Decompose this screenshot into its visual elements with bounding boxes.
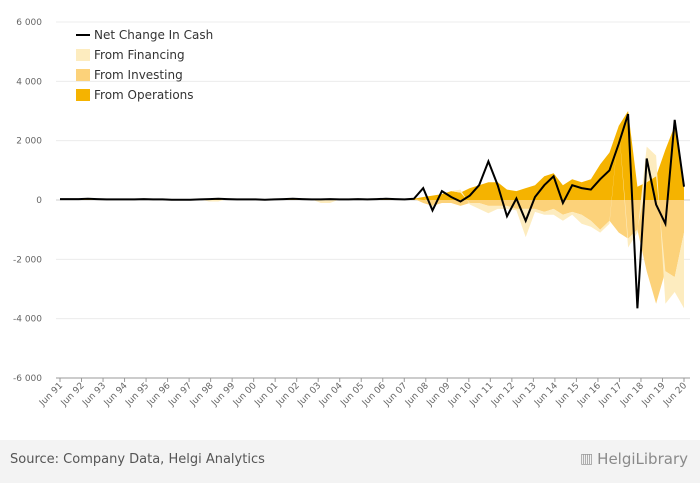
x-tick-label: Jun 13 xyxy=(511,381,539,409)
x-tick-label: Jun 14 xyxy=(532,381,560,409)
x-tick-label: Jun 08 xyxy=(403,381,431,409)
legend-label: From Financing xyxy=(94,48,185,62)
footer: Source: Company Data, Helgi Analytics ▥ … xyxy=(0,440,700,483)
y-axis: 6 000 4 000 2 000 0 -2 000 -4 000 -6 000 xyxy=(13,18,42,384)
x-tick-label: Jun 96 xyxy=(145,381,173,409)
y-tick-label: -6 000 xyxy=(13,374,42,384)
legend-swatch xyxy=(76,89,90,101)
x-tick-label: Jun 99 xyxy=(209,381,237,409)
x-tick-label: Jun 09 xyxy=(425,381,453,409)
net-change-line xyxy=(60,113,685,309)
legend: Net Change In Cash From Financing From Inv… xyxy=(76,28,213,102)
x-tick-label: Jun 95 xyxy=(123,381,151,409)
y-tick-label: 2 000 xyxy=(16,137,42,147)
x-tick-label: Jun 00 xyxy=(231,381,259,409)
library-icon: ▥ xyxy=(579,451,594,467)
y-tick-label: 4 000 xyxy=(16,77,42,87)
x-tick-label: Jun 92 xyxy=(59,381,87,409)
x-tick-label: Jun 94 xyxy=(102,381,130,409)
legend-label: Net Change In Cash xyxy=(94,28,213,42)
logo-text: HelgiLibrary xyxy=(597,450,688,468)
helgi-library-logo[interactable]: ▥ HelgiLibrary xyxy=(580,450,688,468)
net-change-in-cash-line xyxy=(60,113,685,309)
x-tick-label: Jun 05 xyxy=(339,381,367,409)
x-tick-label: Jun 12 xyxy=(489,381,517,409)
from-investing-area xyxy=(60,198,684,304)
x-tick-label: Jun 15 xyxy=(554,381,582,409)
data-areas xyxy=(60,111,684,309)
x-tick-label: Jun 06 xyxy=(360,381,388,409)
x-tick-label: Jun 93 xyxy=(80,381,108,409)
x-tick-label: Jun 02 xyxy=(274,381,302,409)
x-tick-label: Jun 01 xyxy=(252,381,280,409)
legend-swatch xyxy=(76,69,90,81)
legend-label: From Investing xyxy=(94,68,183,82)
legend-swatch xyxy=(76,49,90,61)
y-tick-label: -2 000 xyxy=(13,255,42,265)
x-tick-label: Jun 11 xyxy=(468,381,496,409)
y-tick-label: 6 000 xyxy=(16,18,42,28)
x-tick-label: Jun 18 xyxy=(618,381,646,409)
from-financing-area xyxy=(60,125,684,309)
x-tick-label: Jun 04 xyxy=(317,381,345,409)
x-tick-label: Jun 16 xyxy=(575,381,603,409)
from-operations-area xyxy=(60,111,684,200)
legend-label: From Operations xyxy=(94,88,194,102)
chart: 6 000 4 000 2 000 0 -2 000 -4 000 -6 000 Jun 9… xyxy=(13,18,690,409)
x-tick-label: Jun 97 xyxy=(166,381,194,409)
x-tick-label: Jun 07 xyxy=(382,381,410,409)
x-tick-label: Jun 19 xyxy=(640,381,668,409)
source-text: Source: Company Data, Helgi Analytics xyxy=(10,452,265,467)
x-tick-label: Jun 10 xyxy=(446,381,474,409)
x-tick-label: Jun 20 xyxy=(661,381,689,409)
x-tick-label: Jun 98 xyxy=(188,381,216,409)
x-tick-label: Jun 91 xyxy=(37,381,65,409)
y-tick-label: 0 xyxy=(36,196,42,206)
x-tick-label: Jun 03 xyxy=(295,381,323,409)
y-tick-label: -4 000 xyxy=(13,315,42,325)
x-tick-label: Jun 17 xyxy=(597,381,625,409)
